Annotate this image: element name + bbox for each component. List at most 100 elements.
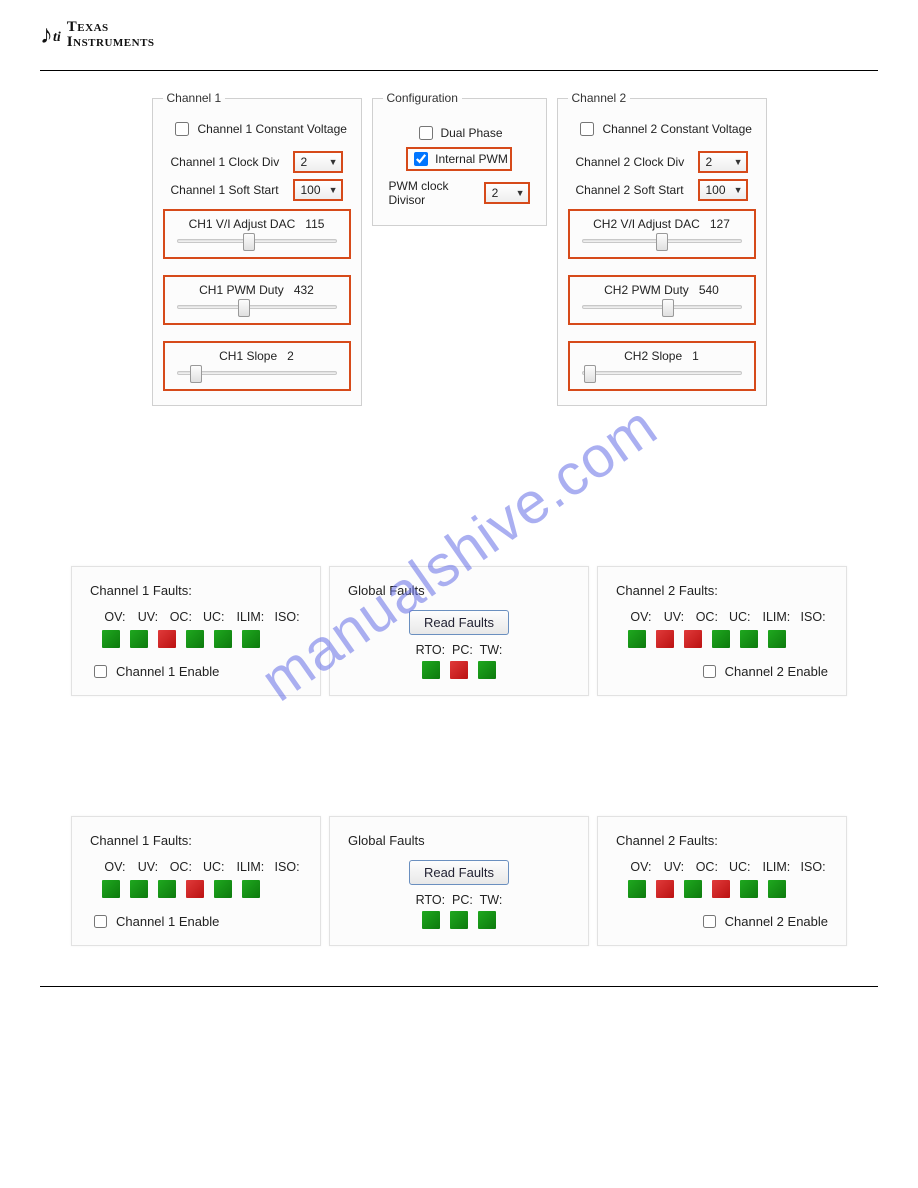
ch2-dac-label: CH2 V/I Adjust DAC	[593, 217, 700, 231]
slider-thumb[interactable]	[662, 299, 674, 317]
fault-labels: OV: UV: OC: UC: ILIM: ISO:	[616, 610, 828, 624]
ch2-slope-value: 1	[692, 349, 699, 363]
ch1-enable-a-label: Channel 1 Enable	[116, 664, 219, 679]
ti-logo: ♪ti Texas Instruments	[40, 20, 878, 50]
status-led	[158, 880, 176, 898]
ch2-clock-div-value: 2	[706, 155, 713, 169]
ch2-soft-start-select[interactable]: 100 ▼	[698, 179, 748, 201]
led-row	[90, 880, 302, 898]
ch1-clock-div-label: Channel 1 Clock Div	[171, 155, 285, 169]
ch1-pwm-label: CH1 PWM Duty	[199, 283, 284, 297]
ch2-clock-div-select[interactable]: 2 ▼	[698, 151, 748, 173]
ch1-clock-div-value: 2	[301, 155, 308, 169]
ch2-enable-b-checkbox[interactable]	[703, 915, 716, 928]
ch1-enable-b-label: Channel 1 Enable	[116, 914, 219, 929]
ch2-pwm-slider[interactable]	[582, 305, 742, 309]
led-row	[348, 661, 570, 679]
fault-panel-b-global: Global Faults Read Faults RTO: PC: TW:	[329, 816, 589, 946]
status-led	[186, 630, 204, 648]
led-row	[90, 630, 302, 648]
global-fault-title: Global Faults	[348, 583, 570, 598]
status-led	[740, 880, 758, 898]
ch1-dac-value: 115	[305, 217, 324, 231]
ch1-enable-a-checkbox[interactable]	[94, 665, 107, 678]
footer-rule	[40, 986, 878, 987]
ch2-constant-voltage-checkbox[interactable]	[580, 122, 594, 136]
ch1-soft-start-select[interactable]: 100 ▼	[293, 179, 343, 201]
fault-title: Channel 1 Faults:	[90, 833, 302, 848]
status-led	[422, 661, 440, 679]
fault-panel-a-ch1: Channel 1 Faults: OV: UV: OC: UC: ILIM: …	[71, 566, 321, 696]
ch2-enable-a-checkbox[interactable]	[703, 665, 716, 678]
status-led	[102, 880, 120, 898]
ch1-dac-label: CH1 V/I Adjust DAC	[189, 217, 296, 231]
slider-thumb[interactable]	[190, 365, 202, 383]
status-led	[712, 630, 730, 648]
ch2-dac-value: 127	[710, 217, 730, 231]
status-led	[768, 630, 786, 648]
ch2-soft-start-value: 100	[706, 183, 726, 197]
status-led	[450, 661, 468, 679]
ch1-constant-voltage-label: Channel 1 Constant Voltage	[198, 122, 347, 136]
read-faults-button-b[interactable]: Read Faults	[409, 860, 509, 885]
ch1-pwm-slider[interactable]	[177, 305, 337, 309]
caret-down-icon: ▼	[329, 157, 338, 167]
channel-1-group: Channel 1 Channel 1 Constant Voltage Cha…	[152, 91, 362, 406]
pwm-divisor-label: PWM clock Divisor	[389, 179, 478, 207]
led-row	[616, 880, 828, 898]
status-led	[628, 630, 646, 648]
status-led	[656, 630, 674, 648]
caret-down-icon: ▼	[734, 185, 743, 195]
ch2-pwm-value: 540	[699, 283, 719, 297]
fault-labels: OV: UV: OC: UC: ILIM: ISO:	[616, 860, 828, 874]
ch1-dac-slider[interactable]	[177, 239, 337, 243]
pwm-divisor-select[interactable]: 2 ▼	[484, 182, 530, 204]
internal-pwm-checkbox[interactable]	[414, 152, 428, 166]
fault-labels: OV: UV: OC: UC: ILIM: ISO:	[90, 860, 302, 874]
status-led	[478, 911, 496, 929]
ch2-pwm-slider-box: CH2 PWM Duty 540	[568, 275, 756, 325]
logo-line1: Texas	[67, 20, 155, 35]
status-led	[712, 880, 730, 898]
status-led	[768, 880, 786, 898]
ch1-slope-slider-box: CH1 Slope 2	[163, 341, 351, 391]
slider-thumb[interactable]	[584, 365, 596, 383]
fault-panel-a-ch2: Channel 2 Faults: OV: UV: OC: UC: ILIM: …	[597, 566, 847, 696]
configuration-group: Configuration Dual Phase Internal PWM PW…	[372, 91, 547, 226]
read-faults-button-a[interactable]: Read Faults	[409, 610, 509, 635]
status-led	[478, 661, 496, 679]
ch1-dac-slider-box: CH1 V/I Adjust DAC 115	[163, 209, 351, 259]
fault-panel-b-ch1: Channel 1 Faults: OV: UV: OC: UC: ILIM: …	[71, 816, 321, 946]
pwm-divisor-value: 2	[492, 186, 499, 200]
ch2-clock-div-label: Channel 2 Clock Div	[576, 155, 690, 169]
channel-2-legend: Channel 2	[568, 91, 631, 105]
fault-labels: OV: UV: OC: UC: ILIM: ISO:	[90, 610, 302, 624]
dual-phase-checkbox[interactable]	[419, 126, 433, 140]
ch1-constant-voltage-checkbox[interactable]	[175, 122, 189, 136]
slider-thumb[interactable]	[238, 299, 250, 317]
ch1-clock-div-select[interactable]: 2 ▼	[293, 151, 343, 173]
ch1-enable-b-checkbox[interactable]	[94, 915, 107, 928]
ch2-slope-slider[interactable]	[582, 371, 742, 375]
status-led	[242, 630, 260, 648]
slider-thumb[interactable]	[656, 233, 668, 251]
ch2-constant-voltage-label: Channel 2 Constant Voltage	[603, 122, 752, 136]
ch1-slope-label: CH1 Slope	[219, 349, 277, 363]
status-led	[628, 880, 646, 898]
ch2-dac-slider[interactable]	[582, 239, 742, 243]
channel-1-legend: Channel 1	[163, 91, 226, 105]
status-led	[656, 880, 674, 898]
ch2-pwm-label: CH2 PWM Duty	[604, 283, 689, 297]
fault-panel-b-ch2: Channel 2 Faults: OV: UV: OC: UC: ILIM: …	[597, 816, 847, 946]
ch2-slope-label: CH2 Slope	[624, 349, 682, 363]
status-led	[130, 880, 148, 898]
dual-phase-label: Dual Phase	[440, 126, 502, 140]
header-rule	[40, 70, 878, 71]
slider-thumb[interactable]	[243, 233, 255, 251]
configuration-legend: Configuration	[383, 91, 462, 105]
status-led	[740, 630, 758, 648]
ch1-slope-slider[interactable]	[177, 371, 337, 375]
ch1-soft-start-label: Channel 1 Soft Start	[171, 183, 285, 197]
ch1-soft-start-value: 100	[301, 183, 321, 197]
logo-line2: Instruments	[67, 35, 155, 50]
